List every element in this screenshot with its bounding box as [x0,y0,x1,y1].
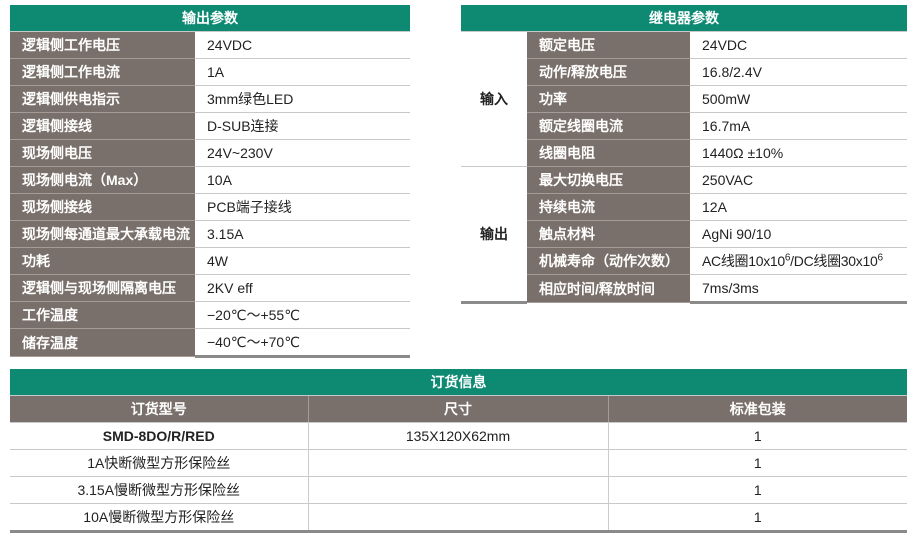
table-row: 逻辑侧供电指示 3mm绿色LED [10,85,410,113]
param-label: 相应时间/释放时间 [527,274,690,303]
table-row: 现场侧电流（Max） 10A [10,166,410,194]
table-row: 3.15A慢断微型方形保险丝 1 [10,476,908,504]
param-label: 逻辑侧工作电压 [10,31,195,59]
param-value: 4W [195,247,410,275]
order-size [308,449,609,477]
table-row: 逻辑侧工作电压 24VDC [10,31,410,59]
table-row: 功耗 4W [10,247,410,275]
table-row: 触点材料 AgNi 90/10 [461,220,908,248]
param-value: PCB端子接线 [195,193,410,221]
param-label: 逻辑侧供电指示 [10,85,195,113]
table-row: 1A快断微型方形保险丝 1 [10,449,908,477]
table-row: 逻辑侧接线 D-SUB连接 [10,112,410,140]
param-label: 逻辑侧接线 [10,112,195,140]
column-header-size: 尺寸 [308,395,609,423]
param-value: 1A [195,58,410,86]
group-label: 输入 [461,31,527,167]
param-value: −20℃～+55℃ [195,301,410,329]
order-size: 135X120X62mm [308,422,609,450]
param-label: 功率 [527,85,690,113]
order-model: SMD-8DO/R/RED [10,422,309,450]
column-header-model: 订货型号 [10,395,309,423]
param-value: AC线圈10x106/DC线圈30x106 [690,247,908,275]
param-label: 现场侧电流（Max） [10,166,195,194]
param-label: 逻辑侧与现场侧隔离电压 [10,274,195,302]
table-row: 逻辑侧与现场侧隔离电压 2KV eff [10,274,410,302]
order-size [308,476,609,504]
table-row: 输入 额定电压 24VDC [461,31,908,167]
param-label: 触点材料 [527,220,690,248]
table-row: 工作温度 −20℃～+55℃ [10,301,410,329]
param-value: 24V~230V [195,139,410,167]
order-package: 1 [608,503,908,533]
param-label: 额定电压 [527,31,690,59]
order-info-table: 订货信息 订货型号 尺寸 标准包装 SMD-8DO/R/RED 135X120X6… [10,369,908,533]
table-row: 现场侧电压 24V~230V [10,139,410,167]
value-part: /DC线圈30x10 [790,253,878,269]
table-row: 现场侧接线 PCB端子接线 [10,193,410,221]
order-model: 10A慢断微型方形保险丝 [10,503,309,533]
table-row: 现场侧每通道最大承载电流 3.15A [10,220,410,248]
param-label: 逻辑侧工作电流 [10,58,195,86]
param-label: 现场侧每通道最大承载电流 [10,220,195,248]
table-row: SMD-8DO/R/RED 135X120X62mm 1 [10,422,908,450]
param-value: 2KV eff [195,274,410,302]
table-row: 机械寿命（动作次数） AC线圈10x106/DC线圈30x106 [461,247,908,275]
exponent: 6 [784,252,791,264]
order-model: 3.15A慢断微型方形保险丝 [10,476,309,504]
param-label: 机械寿命（动作次数） [527,247,690,275]
param-value: AgNi 90/10 [690,220,908,248]
order-info-title: 订货信息 [10,369,908,396]
param-value: 3mm绿色LED [195,85,410,113]
order-package: 1 [608,422,908,450]
table-row: 功率 500mW [461,85,908,113]
param-value: 16.7mA [690,112,908,140]
param-value: 24VDC [690,31,908,59]
param-label: 功耗 [10,247,195,275]
param-label: 现场侧电压 [10,139,195,167]
param-label: 储存温度 [10,328,195,357]
order-size [308,503,609,533]
param-label: 工作温度 [10,301,195,329]
column-header-package: 标准包装 [608,395,908,423]
table-row: 额定线圈电流 16.7mA [461,112,908,140]
param-value: 500mW [690,85,908,113]
param-value: 1440Ω ±10% [690,139,908,167]
param-label: 动作/释放电压 [527,58,690,86]
exponent: 6 [877,252,883,264]
order-model: 1A快断微型方形保险丝 [10,449,309,477]
table-row: 持续电流 12A [461,193,908,221]
order-package: 1 [608,449,908,477]
param-value: 12A [690,193,908,221]
param-label: 持续电流 [527,193,690,221]
param-value: −40℃～+70℃ [195,328,410,358]
param-value: 7ms/3ms [690,274,908,304]
param-label: 最大切换电压 [527,166,690,194]
relay-params-title: 继电器参数 [461,5,908,32]
table-row: 动作/释放电压 16.8/2.4V [461,58,908,86]
param-value: 24VDC [195,31,410,59]
output-params-title: 输出参数 [10,5,410,32]
param-value: 16.8/2.4V [690,58,908,86]
param-value: 3.15A [195,220,410,248]
param-value: D-SUB连接 [195,112,410,140]
value-part: AC线圈10x10 [702,253,785,269]
order-package: 1 [608,476,908,504]
table-row: 相应时间/释放时间 7ms/3ms [461,274,908,304]
param-value: 10A [195,166,410,194]
table-row: 逻辑侧工作电流 1A [10,58,410,86]
group-label: 输出 [461,166,527,304]
param-label: 线圈电阻 [527,139,690,167]
output-params-table: 输出参数 逻辑侧工作电压 24VDC 逻辑侧工作电流 1A 逻辑侧供电指示 3mm绿色LE… [10,5,410,358]
table-row: 10A慢断微型方形保险丝 1 [10,503,908,533]
table-row: 线圈电阻 1440Ω ±10% [461,139,908,167]
table-row: 输出 最大切换电压 250VAC [461,166,908,304]
relay-params-table: 继电器参数 输入 额定电压 24VDC 动作/释放电压 16.8/2.4V 功率 500mW… [461,5,908,304]
param-label: 额定线圈电流 [527,112,690,140]
param-value: 250VAC [690,166,908,194]
table-row: 储存温度 −40℃～+70℃ [10,328,410,358]
param-label: 现场侧接线 [10,193,195,221]
